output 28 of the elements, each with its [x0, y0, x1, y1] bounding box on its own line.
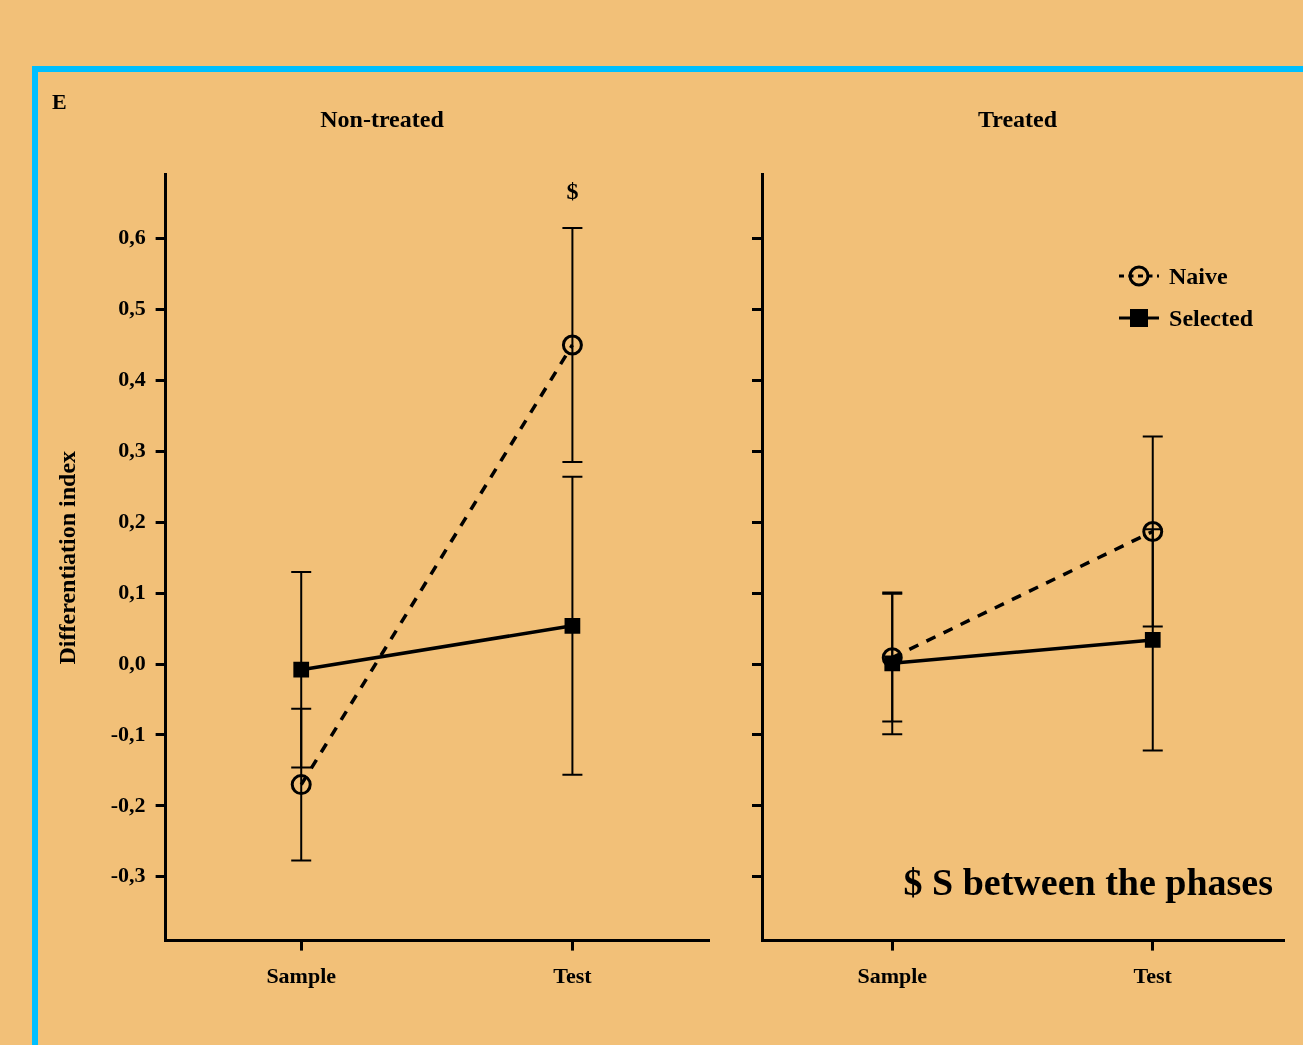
point [1144, 632, 1161, 648]
y-tick-label: 0,2 [118, 507, 146, 533]
y-tick-label: 0,1 [118, 578, 146, 604]
x-tick-label: Test [1133, 963, 1173, 989]
x-tick-label: Sample [266, 963, 337, 989]
x-tick-label: Sample [857, 963, 928, 989]
annotation: $ S between the phases [903, 860, 1273, 903]
y-tick-label: -0,3 [110, 862, 146, 888]
y-tick-label: 0,3 [118, 437, 146, 463]
legend-label: Naive [1169, 261, 1228, 291]
y-tick-label: 0,0 [118, 649, 146, 675]
y-tick-label: 0,4 [118, 366, 146, 392]
text: E [52, 88, 67, 114]
y-axis-title: Differentiation index [53, 450, 80, 665]
y-tick-label: -0,2 [110, 791, 146, 817]
point [1142, 520, 1164, 542]
y-tick-label: 0,5 [118, 295, 146, 321]
point [290, 774, 312, 796]
chart-title: Non-treated [320, 105, 445, 132]
point [561, 334, 583, 356]
y-tick-label: 0,6 [118, 224, 146, 250]
point [564, 617, 581, 634]
x-tick-label: Test [553, 963, 593, 989]
point [293, 661, 310, 678]
y-tick-label: -0,1 [110, 720, 146, 746]
chart-title: Treated [977, 105, 1058, 132]
annotation: $ [566, 178, 579, 204]
legend-label: Selected [1169, 303, 1253, 333]
